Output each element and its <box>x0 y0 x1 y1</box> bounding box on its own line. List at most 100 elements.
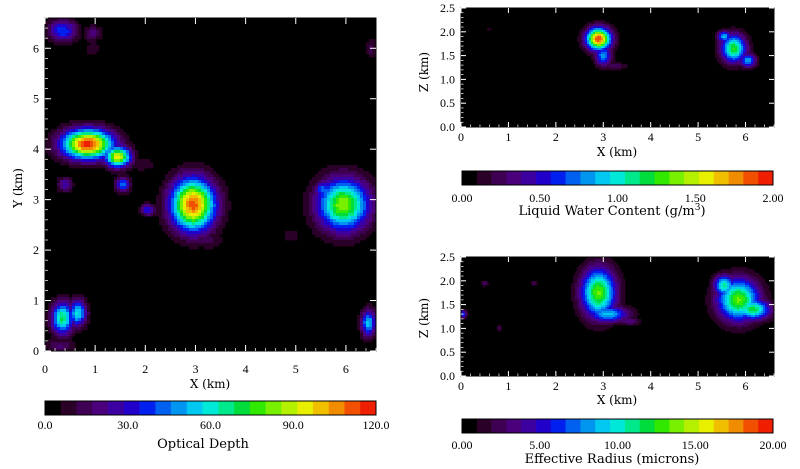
optical-depth-cell <box>342 210 346 214</box>
effective-radius-cell <box>611 277 614 280</box>
effective-radius-cell <box>581 309 584 312</box>
optical-depth-cell <box>72 135 76 139</box>
lwc-cell <box>605 46 608 49</box>
lwc-cell <box>745 64 748 67</box>
optical-depth-cell <box>123 138 127 142</box>
effective-radius-cell <box>623 305 626 308</box>
optical-depth-cell <box>138 162 142 166</box>
optical-depth-cell <box>93 30 97 34</box>
optical-depth-cell <box>72 33 76 37</box>
optical-depth-cell <box>342 216 346 220</box>
effective-radius-cell <box>715 281 718 284</box>
optical-depth-cell <box>315 174 319 178</box>
optical-depth-cell <box>162 204 166 208</box>
effective-radius-cell <box>759 281 762 284</box>
lwc-cell <box>727 42 730 45</box>
effective-radius-cell <box>595 287 598 290</box>
lwc-cell <box>613 56 616 59</box>
effective-radius-cell <box>755 299 758 302</box>
effective-radius-cell <box>753 307 756 310</box>
optical-depth-cell <box>174 237 178 241</box>
optical-depth-cell <box>342 198 346 202</box>
effective-radius-cell <box>607 271 610 274</box>
optical-depth-cell <box>345 210 349 214</box>
effective-radius-cell <box>575 295 578 298</box>
effective-radius-cell <box>613 275 616 278</box>
effective-radius-cell <box>595 291 598 294</box>
effective-radius-cell <box>599 313 602 316</box>
lwc-cell <box>599 58 602 61</box>
optical-depth-cell <box>207 234 211 238</box>
lwc-cell <box>749 38 752 41</box>
optical-depth-cell <box>186 174 190 178</box>
effective-radius-cell <box>747 301 750 304</box>
optical-depth-cell <box>333 183 337 187</box>
effective-radius-cell <box>723 269 726 272</box>
lwc-cell <box>605 68 608 71</box>
optical-depth-cell <box>51 153 55 157</box>
optical-depth-cell <box>372 228 376 232</box>
effective-radius-cell <box>595 297 598 300</box>
optical-depth-cell <box>369 54 373 58</box>
optical-depth-cell <box>54 30 58 34</box>
effective-radius-cell <box>611 283 614 286</box>
optical-depth-cell <box>363 195 367 199</box>
lwc-cell <box>731 54 734 57</box>
optical-depth-cell <box>93 144 97 148</box>
lwc-cell <box>613 50 616 53</box>
optical-depth-cell <box>216 225 220 229</box>
optical-depth-cell <box>117 156 121 160</box>
optical-depth-cell <box>342 228 346 232</box>
optical-depth-cell <box>48 321 52 325</box>
optical-depth-cell <box>57 183 61 187</box>
effective-radius-cell <box>623 287 626 290</box>
lwc-cell <box>593 50 596 53</box>
optical-depth-cell <box>75 159 79 163</box>
optical-depth-cell <box>351 237 355 241</box>
optical-depth-cell <box>75 318 79 322</box>
effective-radius-cell <box>619 313 622 316</box>
optical-depth-cell <box>192 192 196 196</box>
optical-depth-cell <box>132 156 136 160</box>
lwc-cell <box>593 30 596 33</box>
effective-radius-cell <box>593 263 596 266</box>
optical-depth-cell <box>204 225 208 229</box>
optical-depth-cell <box>201 225 205 229</box>
effective-radius-cell <box>745 285 748 288</box>
lwc-cell <box>607 32 610 35</box>
lwc-cell <box>609 36 612 39</box>
effective-radius-cell <box>573 295 576 298</box>
lwc-cell <box>731 50 734 53</box>
lwc-cell <box>607 30 610 33</box>
effective-radius-cell <box>741 293 744 296</box>
effective-radius-cell <box>623 319 626 322</box>
optical-depth-cell <box>372 177 376 181</box>
optical-depth-cell <box>60 303 64 307</box>
effective-radius-cell <box>749 283 752 286</box>
lwc-cell <box>737 68 740 71</box>
optical-depth-cell <box>57 21 61 25</box>
effective-radius-cell <box>615 287 618 290</box>
optical-depth-cell <box>81 321 85 325</box>
effective-radius-cell <box>617 281 620 284</box>
effective-radius-cell <box>461 309 464 312</box>
optical-depth-cell <box>339 171 343 175</box>
effective-radius-cell <box>635 317 638 320</box>
optical-depth-cell <box>99 129 103 133</box>
effective-radius-cell <box>721 287 724 290</box>
effective-radius-cell <box>753 323 756 326</box>
effective-radius-cell <box>737 315 740 318</box>
optical-depth-cell <box>216 204 220 208</box>
effective-radius-cell <box>593 267 596 270</box>
effective-radius-cell <box>607 257 610 260</box>
effective-radius-cell <box>771 299 774 302</box>
optical-depth-cell <box>66 312 70 316</box>
optical-depth-cell <box>114 168 118 172</box>
optical-depth-colorbar-swatch <box>155 401 172 415</box>
effective-radius-cell <box>769 293 772 296</box>
effective-radius-cell <box>609 277 612 280</box>
effective-radius-cell <box>575 309 578 312</box>
lwc-cell <box>589 38 592 41</box>
lwc-cell <box>715 44 718 47</box>
lwc-cell <box>605 58 608 61</box>
